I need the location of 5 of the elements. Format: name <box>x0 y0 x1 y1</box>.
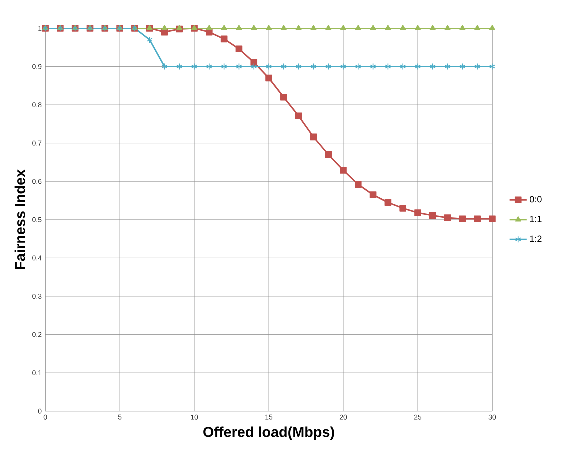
legend-label: 1:2 <box>530 236 542 242</box>
y-axis-title: Fairness Index <box>14 169 26 270</box>
legend-label: 1:1 <box>530 216 542 222</box>
x-axis-title: Offered load(Mbps) <box>204 426 334 440</box>
legend-label: 0:0 <box>530 196 542 203</box>
